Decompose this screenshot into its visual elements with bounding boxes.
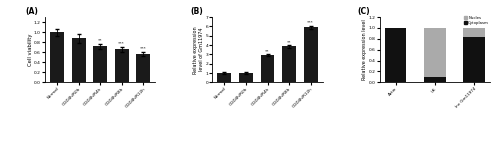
Text: (C): (C) bbox=[358, 7, 370, 16]
Text: **: ** bbox=[265, 49, 270, 53]
Text: ***: *** bbox=[307, 21, 314, 25]
Bar bbox=[93, 46, 107, 82]
Bar bbox=[50, 32, 64, 82]
Bar bbox=[260, 55, 274, 82]
Bar bbox=[464, 37, 485, 82]
Text: (B): (B) bbox=[190, 7, 203, 16]
Bar bbox=[72, 38, 86, 82]
Bar bbox=[424, 28, 446, 77]
Bar bbox=[385, 28, 406, 82]
Y-axis label: Relative expression level: Relative expression level bbox=[362, 19, 368, 80]
Text: (A): (A) bbox=[25, 7, 38, 16]
Y-axis label: Relative expression
level of Gm11974: Relative expression level of Gm11974 bbox=[193, 26, 204, 74]
Bar bbox=[239, 73, 253, 82]
Legend: Nucles, Cytoplasm: Nucles, Cytoplasm bbox=[463, 15, 490, 26]
Y-axis label: Cell viability: Cell viability bbox=[28, 34, 32, 66]
Bar bbox=[464, 28, 485, 37]
Text: **: ** bbox=[287, 40, 292, 44]
Bar bbox=[282, 46, 296, 82]
Bar bbox=[218, 73, 232, 82]
Bar bbox=[114, 49, 128, 82]
Bar bbox=[424, 77, 446, 82]
Bar bbox=[304, 27, 318, 82]
Bar bbox=[136, 54, 150, 82]
Text: ***: *** bbox=[140, 46, 146, 50]
Text: **: ** bbox=[98, 38, 102, 42]
Text: ***: *** bbox=[118, 41, 125, 45]
